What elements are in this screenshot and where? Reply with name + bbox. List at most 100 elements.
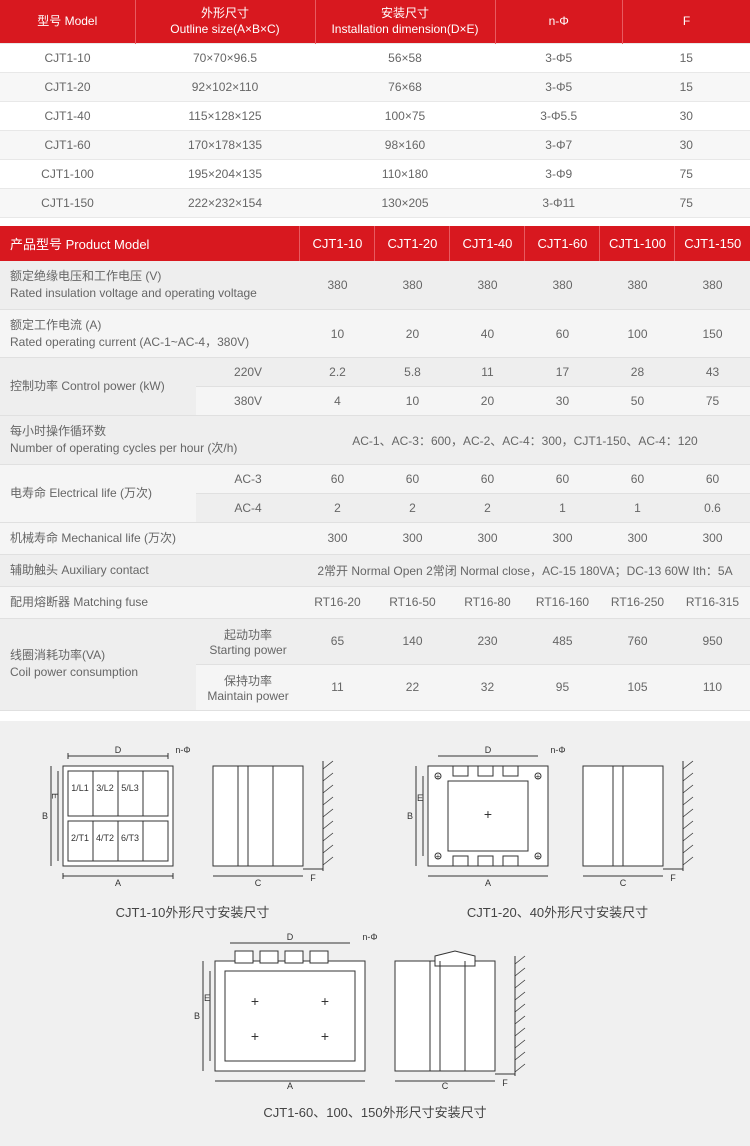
table-cell: 300 <box>450 522 525 554</box>
table-cell: 20 <box>375 309 450 358</box>
th-model: 型号 Model <box>0 0 135 44</box>
row-label: 控制功率 Control power (kW) <box>0 358 196 416</box>
table-cell: 150 <box>675 309 750 358</box>
diagram-3: + + + + D n-Φ A B E C <box>185 931 565 1121</box>
svg-text:+: + <box>535 852 540 861</box>
table-row: 线圈消耗功率(VA)Coil power consumption起动功率Star… <box>0 618 750 664</box>
row-label: 每小时操作循环数Number of operating cycles per h… <box>0 416 300 465</box>
table-cell: 40 <box>450 309 525 358</box>
table-header-row: 产品型号 Product Model CJT1-10 CJT1-20 CJT1-… <box>0 226 750 261</box>
table-cell: 15 <box>623 73 750 102</box>
table-cell: 15 <box>623 44 750 73</box>
svg-text:A: A <box>484 878 490 888</box>
table-cell: 3-Φ5.5 <box>495 102 623 131</box>
svg-text:E: E <box>50 793 60 799</box>
table-cell: 105 <box>600 664 675 710</box>
table-row: 辅助触头 Auxiliary contact2常开 Normal Open 2常… <box>0 554 750 586</box>
th-model: CJT1-20 <box>375 226 450 261</box>
th-outline: 外形尺寸Outline size(A×B×C) <box>135 0 315 44</box>
table-cell: 300 <box>375 522 450 554</box>
table-cell: 380 <box>600 261 675 309</box>
table-cell: 75 <box>623 160 750 189</box>
table-cell: 20 <box>450 387 525 416</box>
spec-table: 产品型号 Product Model CJT1-10 CJT1-20 CJT1-… <box>0 226 750 710</box>
svg-text:D: D <box>114 745 121 755</box>
table-cell: 1 <box>525 493 600 522</box>
row-sublabel: AC-3 <box>196 464 300 493</box>
th-product-model: 产品型号 Product Model <box>0 226 300 261</box>
svg-text:F: F <box>310 873 316 883</box>
row-label: 额定绝缘电压和工作电压 (V)Rated insulation voltage … <box>0 261 300 309</box>
table-cell: 30 <box>623 131 750 160</box>
table-cell: 98×160 <box>315 131 495 160</box>
svg-text:1/L1: 1/L1 <box>71 783 89 793</box>
table-cell: 56×58 <box>315 44 495 73</box>
table-cell: 485 <box>525 618 600 664</box>
svg-text:C: C <box>619 878 626 888</box>
table-cell: 110×180 <box>315 160 495 189</box>
svg-text:B: B <box>194 1011 200 1021</box>
table-cell: 222×232×154 <box>135 189 315 218</box>
svg-text:B: B <box>41 811 47 821</box>
table-cell: 60 <box>450 464 525 493</box>
table-cell: 17 <box>525 358 600 387</box>
th-model: CJT1-40 <box>450 226 525 261</box>
row-sublabel: 380V <box>196 387 300 416</box>
table-cell: RT16-80 <box>450 586 525 618</box>
table-cell: 32 <box>450 664 525 710</box>
th-model: CJT1-150 <box>675 226 750 261</box>
table-row: CJT1-40115×128×125100×753-Φ5.530 <box>0 102 750 131</box>
table-cell: 380 <box>675 261 750 309</box>
table-cell: CJT1-150 <box>0 189 135 218</box>
table-cell: 130×205 <box>315 189 495 218</box>
table-row: CJT1-150222×232×154130×2053-Φ1175 <box>0 189 750 218</box>
table-cell: 60 <box>675 464 750 493</box>
table-cell: 100 <box>600 309 675 358</box>
table-row: 电寿命 Electrical life (万次)AC-3606060606060 <box>0 464 750 493</box>
table-cell: 60 <box>600 464 675 493</box>
svg-text:+: + <box>435 772 440 781</box>
svg-text:n-Φ: n-Φ <box>175 745 190 755</box>
table-cell: 170×178×135 <box>135 131 315 160</box>
th-f: F <box>623 0 750 44</box>
svg-text:+: + <box>321 993 329 1009</box>
svg-text:5/L3: 5/L3 <box>121 783 139 793</box>
table-cell: 76×68 <box>315 73 495 102</box>
diagram-1: 1/L13/L25/L3 2/T14/T26/T3 D n-Φ A B E <box>33 741 353 921</box>
svg-text:F: F <box>502 1078 508 1088</box>
table-cell: 300 <box>600 522 675 554</box>
svg-text:+: + <box>483 806 491 822</box>
table-cell: 75 <box>675 387 750 416</box>
table-cell: 230 <box>450 618 525 664</box>
table-cell: 30 <box>525 387 600 416</box>
svg-text:A: A <box>287 1081 293 1091</box>
table-cell: RT16-50 <box>375 586 450 618</box>
table-cell: 195×204×135 <box>135 160 315 189</box>
table-cell: 2 <box>375 493 450 522</box>
table-row: CJT1-60170×178×13598×1603-Φ730 <box>0 131 750 160</box>
row-sublabel: AC-4 <box>196 493 300 522</box>
table-cell: 60 <box>525 464 600 493</box>
table-cell: 380 <box>525 261 600 309</box>
table-cell: 140 <box>375 618 450 664</box>
table-row: 额定绝缘电压和工作电压 (V)Rated insulation voltage … <box>0 261 750 309</box>
svg-text:B: B <box>406 811 412 821</box>
diagram-svg-1: 1/L13/L25/L3 2/T14/T26/T3 D n-Φ A B E <box>33 741 353 891</box>
table-cell: CJT1-10 <box>0 44 135 73</box>
svg-text:n-Φ: n-Φ <box>362 932 377 942</box>
table-cell: 70×70×96.5 <box>135 44 315 73</box>
row-label: 配用熔断器 Matching fuse <box>0 586 300 618</box>
table-cell: 43 <box>675 358 750 387</box>
table-cell: RT16-20 <box>300 586 375 618</box>
table-cell: AC-1、AC-3：600，AC-2、AC-4：300，CJT1-150、AC-… <box>300 416 750 465</box>
table-cell: 380 <box>300 261 375 309</box>
row-sublabel: 保持功率Maintain power <box>196 664 300 710</box>
table-row: 机械寿命 Mechanical life (万次)300300300300300… <box>0 522 750 554</box>
table-cell: 110 <box>675 664 750 710</box>
svg-text:D: D <box>287 932 294 942</box>
table-cell: 2 <box>450 493 525 522</box>
svg-text:D: D <box>484 745 491 755</box>
table-row: CJT1-100195×204×135110×1803-Φ975 <box>0 160 750 189</box>
table-cell: 115×128×125 <box>135 102 315 131</box>
table-row: CJT1-2092×102×11076×683-Φ515 <box>0 73 750 102</box>
